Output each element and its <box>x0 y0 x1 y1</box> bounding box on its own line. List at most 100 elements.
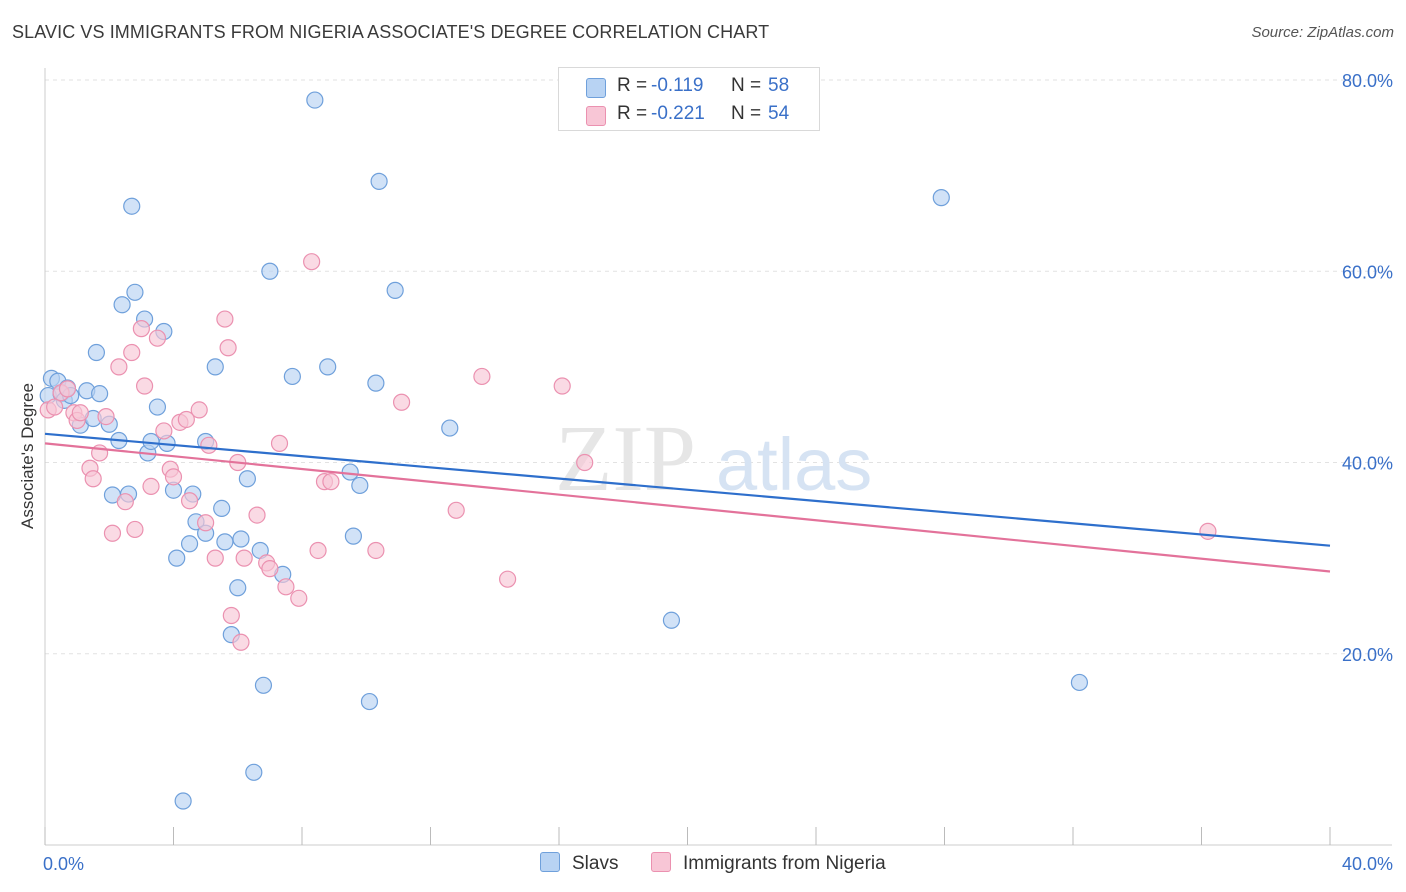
data-point-slavs <box>245 763 263 781</box>
correlation-legend: R = -0.119 N = 58 R = -0.221 N = 54 <box>558 67 820 131</box>
legend-r-value: -0.221 <box>651 103 705 124</box>
y-tick-label: 80.0% <box>1342 71 1393 91</box>
data-point-nigeria <box>103 524 122 542</box>
x-tick-label: 40.0% <box>1342 854 1393 874</box>
data-point-slavs <box>662 611 681 629</box>
data-point-slavs <box>261 262 279 280</box>
data-point-slavs <box>254 676 273 694</box>
y-axis-label: Associate's Degree <box>18 383 37 529</box>
legend-label-nigeria: Immigrants from Nigeria <box>683 853 886 874</box>
data-point-nigeria <box>270 434 289 452</box>
data-point-nigeria <box>322 473 340 491</box>
data-point-slavs <box>148 398 167 416</box>
data-point-slavs <box>174 792 192 810</box>
data-point-slavs <box>229 579 247 597</box>
axes <box>44 68 1392 846</box>
nigeria-swatch <box>586 106 606 126</box>
grid-lines <box>45 79 1392 655</box>
chart-title: SLAVIC VS IMMIGRANTS FROM NIGERIA ASSOCI… <box>12 22 770 42</box>
y-tick-label: 60.0% <box>1342 262 1393 282</box>
data-point-nigeria <box>71 404 89 422</box>
data-point-slavs <box>351 476 369 495</box>
data-point-nigeria <box>232 633 250 651</box>
legend-r-label: R = <box>617 75 648 96</box>
data-point-slavs <box>126 283 144 301</box>
data-point-nigeria <box>142 477 160 496</box>
legend-n-value: 54 <box>768 103 790 124</box>
data-point-nigeria <box>110 358 128 376</box>
data-point-slavs <box>1070 673 1089 692</box>
data-point-nigeria <box>116 493 134 511</box>
data-point-nigeria <box>277 578 295 596</box>
data-point-slavs <box>306 91 324 109</box>
data-point-nigeria <box>84 470 102 488</box>
data-point-nigeria <box>1199 522 1217 540</box>
data-point-nigeria <box>473 367 491 386</box>
legend-item-slavs[interactable]: Slavs <box>540 852 618 875</box>
legend-n-label: N = <box>731 103 762 124</box>
data-point-nigeria <box>46 398 64 416</box>
data-point-nigeria <box>367 541 385 560</box>
legend-row-slavs: R = -0.119 N = 58 <box>559 74 819 100</box>
data-point-nigeria <box>216 310 234 328</box>
data-point-slavs <box>180 535 199 553</box>
legend-n-label: N = <box>731 75 762 96</box>
tick-labels: 20.0% 40.0% 60.0% 80.0% 0.0% 40.0% <box>43 71 1393 874</box>
data-points <box>39 91 1217 810</box>
data-point-slavs <box>441 419 459 437</box>
data-point-slavs <box>216 533 234 551</box>
data-point-nigeria <box>97 408 115 426</box>
data-point-slavs <box>344 527 362 545</box>
data-point-nigeria <box>392 393 411 411</box>
legend-n-value: 58 <box>768 75 790 96</box>
data-point-nigeria <box>303 253 321 271</box>
data-point-slavs <box>123 197 141 215</box>
data-point-slavs <box>213 499 231 517</box>
data-point-nigeria <box>155 422 173 440</box>
data-point-nigeria <box>177 410 195 429</box>
data-point-slavs <box>360 692 379 711</box>
legend-row-nigeria: R = -0.221 N = 54 <box>559 102 819 128</box>
legend-r-label: R = <box>617 103 648 124</box>
data-point-nigeria <box>309 541 327 560</box>
legend-label-slavs: Slavs <box>572 853 619 874</box>
data-point-nigeria <box>447 501 465 519</box>
watermark-atlas: atlas <box>716 423 872 506</box>
data-point-nigeria <box>135 377 154 395</box>
data-point-nigeria <box>248 506 266 524</box>
data-point-slavs <box>932 189 950 207</box>
data-point-slavs <box>113 296 131 314</box>
data-point-nigeria <box>499 570 517 588</box>
nigeria-swatch <box>651 852 671 872</box>
slavs-swatch <box>540 852 560 872</box>
legend-item-nigeria[interactable]: Immigrants from Nigeria <box>651 852 886 875</box>
data-point-nigeria <box>58 380 77 398</box>
data-point-nigeria <box>190 401 208 419</box>
data-point-slavs <box>341 463 359 481</box>
data-point-nigeria <box>132 320 150 338</box>
data-point-nigeria <box>197 514 215 532</box>
data-point-slavs <box>232 530 250 548</box>
data-point-slavs <box>367 374 385 392</box>
data-point-nigeria <box>123 343 141 362</box>
slavs-swatch <box>586 78 606 98</box>
data-point-slavs <box>206 358 224 376</box>
data-point-nigeria <box>553 377 571 395</box>
data-point-slavs <box>283 367 301 386</box>
data-point-nigeria <box>219 339 237 357</box>
data-point-nigeria <box>148 329 167 347</box>
data-point-nigeria <box>126 520 144 539</box>
data-point-nigeria <box>576 453 594 472</box>
data-point-slavs <box>386 281 404 299</box>
data-point-nigeria <box>200 436 218 454</box>
data-point-nigeria <box>290 589 308 607</box>
trend-line-nigeria <box>44 442 1331 573</box>
data-point-slavs <box>168 549 186 567</box>
data-point-nigeria <box>180 492 199 510</box>
data-point-slavs <box>319 358 337 376</box>
trend-line-slavs <box>44 432 1331 547</box>
watermark: ZIP atlas <box>555 407 872 511</box>
data-point-nigeria <box>206 549 224 567</box>
data-point-slavs <box>370 172 388 190</box>
